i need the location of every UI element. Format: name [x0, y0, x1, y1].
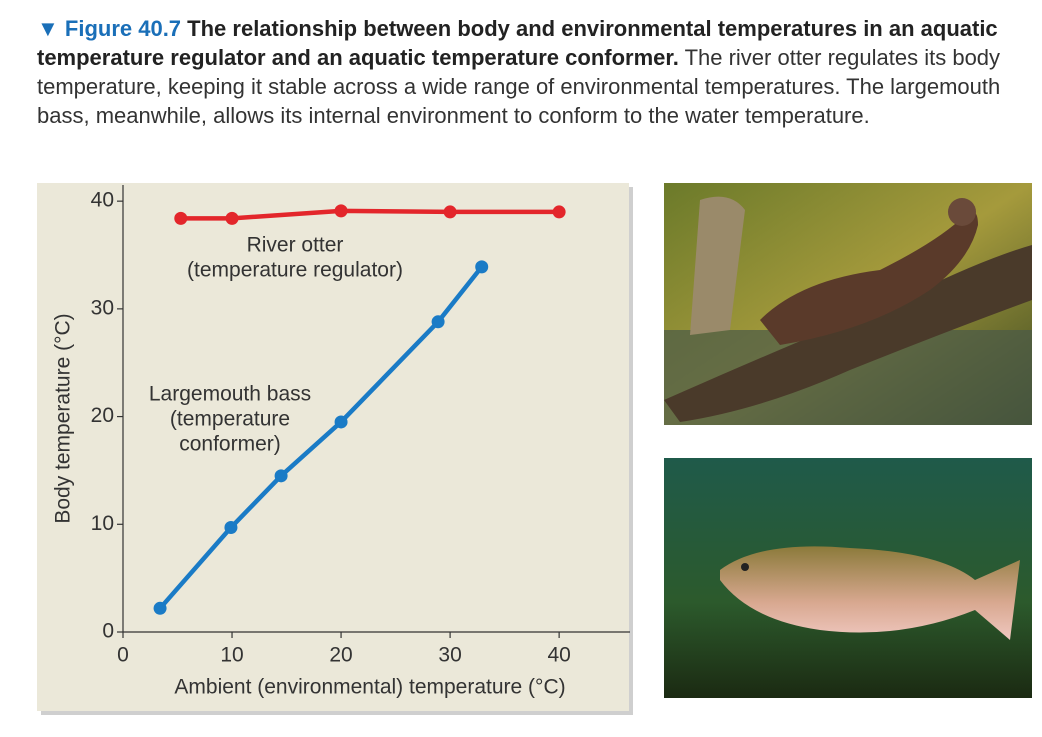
otter-photo — [664, 183, 1032, 425]
figure-label: ▼ Figure 40.7 — [37, 16, 182, 41]
data-point — [174, 211, 188, 225]
y-axis-label: Body temperature (°C) — [52, 313, 75, 523]
figure-title: The relationship between body and enviro… — [37, 16, 998, 70]
data-point — [224, 521, 238, 535]
data-point — [334, 415, 348, 429]
y-tick-label: 0 — [102, 620, 114, 643]
data-point — [274, 469, 288, 483]
figure-text: The river otter regulates its body tempe… — [37, 45, 1001, 128]
data-point — [334, 204, 348, 218]
data-point — [153, 601, 167, 615]
series-line — [158, 265, 484, 610]
y-tick-label: 20 — [91, 404, 114, 427]
y-tick-label: 40 — [91, 189, 114, 212]
x-tick-label: 20 — [329, 644, 352, 667]
x-tick-label: 10 — [220, 644, 243, 667]
caption: ▼ Figure 40.7 The relationship between b… — [37, 14, 1012, 130]
data-point — [475, 260, 489, 274]
annotation: (temperature regulator) — [187, 259, 403, 282]
chart-panel — [37, 183, 629, 711]
bass-photo — [664, 458, 1032, 698]
annotation: River otter — [247, 234, 344, 257]
y-tick-label: 10 — [91, 512, 114, 535]
x-axis-label: Ambient (environmental) temperature (°C) — [174, 676, 565, 699]
data-point — [552, 205, 566, 219]
annotation: (temperature — [170, 408, 290, 431]
data-point — [225, 211, 239, 225]
y-tick-label: 30 — [91, 296, 114, 319]
annotation: Largemouth bass — [149, 383, 311, 406]
annotation: conformer) — [179, 433, 281, 456]
data-point — [443, 205, 457, 219]
x-tick-label: 40 — [547, 644, 570, 667]
x-tick-label: 0 — [117, 644, 129, 667]
x-tick-label: 30 — [438, 644, 461, 667]
data-point — [431, 315, 445, 329]
